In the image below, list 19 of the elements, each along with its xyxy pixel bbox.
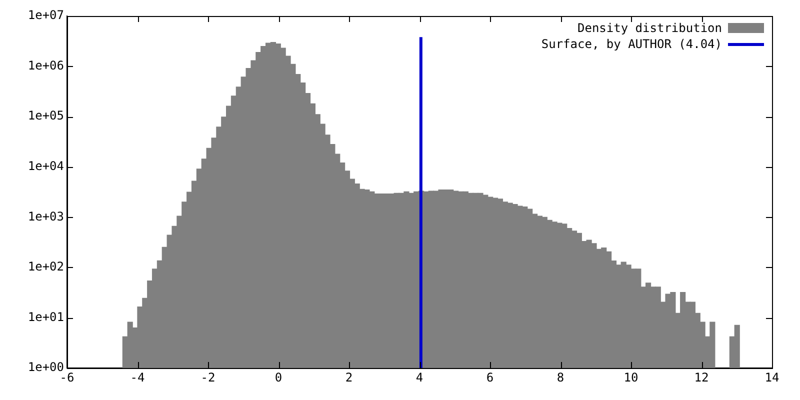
y-tick-label: 1e+06 [28,58,64,72]
y-tick-label: 1e+04 [28,158,64,173]
x-tick-label: 2 [345,370,353,384]
x-tick-label: 8 [556,370,564,384]
y-tick-label: 1e+05 [28,108,64,123]
x-tick-label: 4 [416,370,424,384]
x-tick-label: 0 [274,370,282,384]
y-tick-label: 1e+02 [28,260,64,274]
x-tick-label: -4 [130,370,145,384]
x-tick-label: 6 [486,370,494,384]
x-tick-label: 12 [694,370,709,384]
legend-label: Density distribution [578,20,722,36]
x-tick-label: 14 [764,370,780,384]
legend-label: Surface, by AUTHOR (4.04) [541,36,722,52]
y-tick-label: 1e+03 [28,209,64,224]
y-tick-label: 1e+07 [28,8,64,22]
y-tick-label: 1e+01 [28,310,64,324]
x-tick-label: -2 [200,370,216,384]
x-tick-label: 10 [624,370,638,384]
